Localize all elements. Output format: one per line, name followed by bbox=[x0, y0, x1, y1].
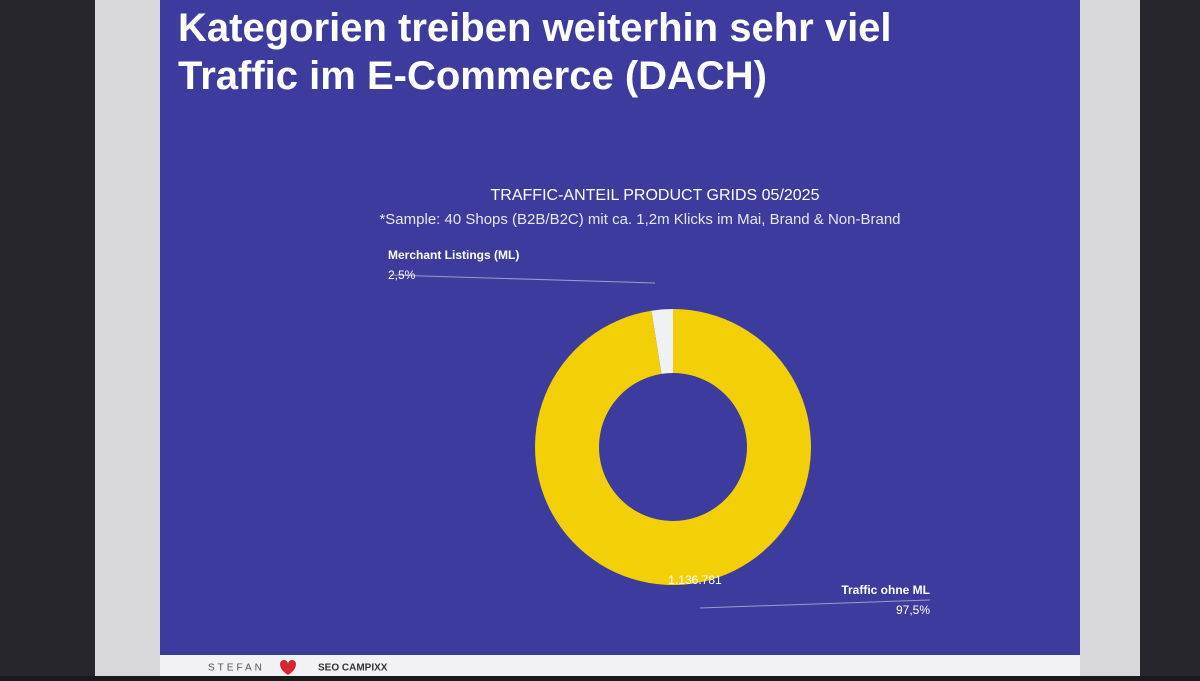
category-label: Merchant Listings (ML) bbox=[388, 248, 519, 262]
leader-line bbox=[389, 274, 656, 284]
value-label: 2,5% bbox=[388, 268, 416, 282]
footer-text: STEFAN bbox=[208, 663, 265, 674]
category-label: Traffic ohne ML bbox=[841, 583, 930, 597]
slide-title-box: Kategorien treiben weiterhin sehr viel T… bbox=[178, 6, 892, 98]
leader-line bbox=[699, 599, 931, 609]
footer-bar bbox=[160, 655, 1080, 676]
chart-title: TRAFFIC-ANTEIL PRODUCT GRIDS 05/2025 bbox=[491, 187, 820, 204]
donut bbox=[535, 309, 811, 585]
donut-slice bbox=[535, 309, 811, 585]
footer-text: SEO CAMPIXX bbox=[318, 663, 388, 674]
chart-subtitle: *Sample: 40 Shops (B2B/B2C) mit ca. 1,2m… bbox=[379, 211, 900, 228]
value-label: 97,5% bbox=[896, 603, 930, 617]
heart-icon bbox=[280, 660, 296, 675]
slide-title: Kategorien treiben weiterhin sehr viel T… bbox=[178, 6, 892, 98]
donut-slice bbox=[651, 309, 673, 374]
annotation: 1.136.781 bbox=[668, 573, 722, 587]
